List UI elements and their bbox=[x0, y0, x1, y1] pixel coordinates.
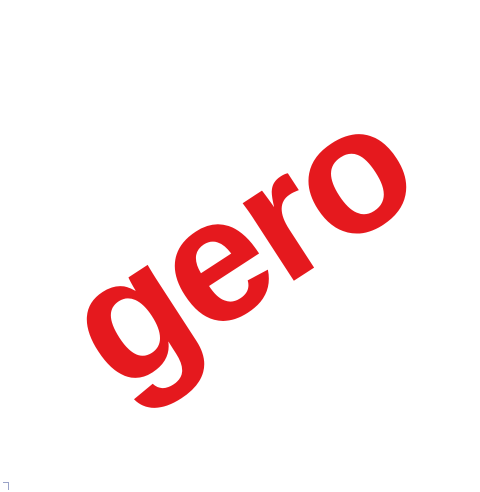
logo-wordmark: gero bbox=[32, 63, 445, 426]
corner-mark bbox=[3, 482, 9, 490]
